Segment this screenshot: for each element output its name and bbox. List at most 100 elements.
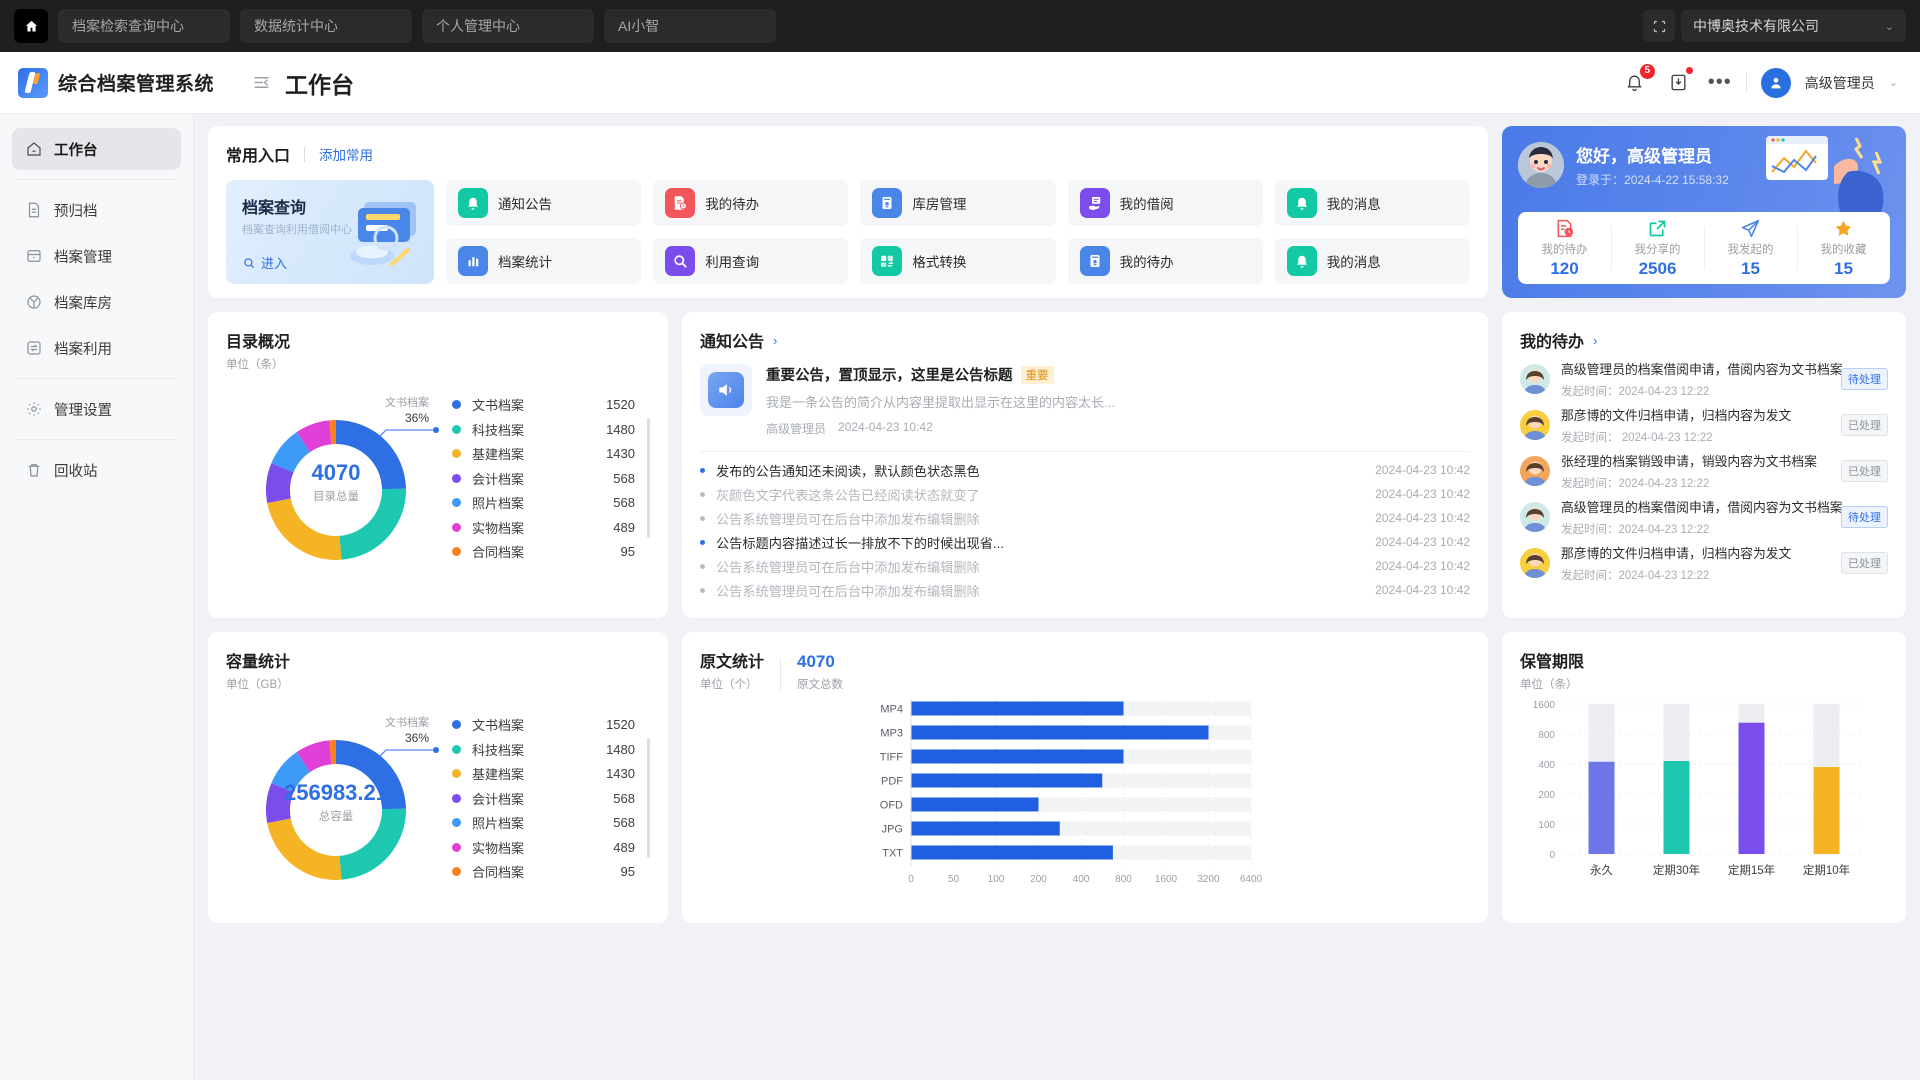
legend-row[interactable]: 照片档案 568: [452, 810, 635, 835]
todo-list-item[interactable]: 那彦博的文件归档申请，归档内容为发文 发起时间：2024-04-23 12:22…: [1520, 540, 1888, 586]
collapse-menu-icon[interactable]: [252, 73, 271, 92]
legend-row[interactable]: 会计档案 568: [452, 786, 635, 811]
legend-row[interactable]: 会计档案 568: [452, 466, 635, 491]
notice-featured[interactable]: 重要公告，置顶显示，这里是公告标题 重要 我是一条公告的简介从内容里提取出显示在…: [700, 364, 1470, 437]
notice-list-item[interactable]: 公告系统管理员可在后台中添加发布编辑删除 2024-04-23 10:42: [700, 578, 1470, 602]
tile-8[interactable]: 我的待办: [1067, 238, 1263, 284]
todo-list-item[interactable]: 高级管理员的档案借阅申请，借阅内容为文书档案 发起时间：2024-04-23 1…: [1520, 356, 1888, 402]
donut-slice[interactable]: [267, 818, 342, 880]
legend-value: 568: [613, 495, 635, 510]
donut-slice[interactable]: [339, 488, 406, 560]
stat-my-todo[interactable]: 我的待办 120: [1518, 212, 1611, 284]
todo-list-item[interactable]: 张经理的档案销毁申请，销毁内容为文书档案 发起时间：2024-04-23 12:…: [1520, 448, 1888, 494]
callout-label: 文书档案: [385, 395, 429, 409]
user-name[interactable]: 高级管理员: [1804, 74, 1875, 91]
bar[interactable]: [1813, 767, 1840, 854]
topbar-tab-archive-search[interactable]: 档案检索查询中心: [58, 9, 230, 43]
tile-3[interactable]: 我的借阅: [1067, 180, 1263, 226]
bar[interactable]: [911, 821, 1060, 836]
donut-slice[interactable]: [296, 740, 332, 772]
sidebar-item-settings[interactable]: 管理设置: [12, 388, 181, 430]
chevron-down-icon[interactable]: ⌄: [1888, 77, 1898, 89]
legend-row[interactable]: 文书档案 1520: [452, 392, 635, 417]
catalog-donut: 文书档案 36% 4070 目录总量: [226, 378, 446, 578]
todo-list-item[interactable]: 那彦博的文件归档申请，归档内容为发文 发起时间： 2024-04-23 12:2…: [1520, 402, 1888, 448]
bar[interactable]: [911, 773, 1103, 788]
notice-item-date: 2024-04-23 10:42: [1375, 487, 1470, 501]
scan-button[interactable]: [1643, 10, 1675, 42]
feature-tile-archive-search[interactable]: 档案查询 档案查询利用借阅中心 进入: [226, 180, 434, 284]
legend-row[interactable]: 合同档案 95: [452, 859, 635, 884]
donut-slice[interactable]: [271, 752, 311, 793]
topbar-tab-personal[interactable]: 个人管理中心: [422, 9, 594, 43]
sidebar-item-pre-archive[interactable]: 预归档: [12, 189, 181, 231]
brand[interactable]: 综合档案管理系统: [0, 67, 236, 98]
more-icon[interactable]: •••: [1707, 71, 1732, 93]
donut-slice[interactable]: [336, 740, 406, 810]
sidebar-item-archive-mgmt[interactable]: 档案管理: [12, 235, 181, 277]
add-shortcut-link[interactable]: 添加常用: [319, 148, 374, 163]
todo-list-item[interactable]: 高级管理员的档案借阅申请，借阅内容为文书档案 发起时间：2024-04-23 1…: [1520, 494, 1888, 540]
chevron-right-icon[interactable]: ›: [1593, 332, 1598, 348]
legend-row[interactable]: 基建档案 1430: [452, 761, 635, 786]
chevron-right-icon[interactable]: ›: [773, 332, 778, 348]
legend-row[interactable]: 合同档案 95: [452, 539, 635, 564]
capacity-legend-scrollbar[interactable]: [647, 738, 650, 858]
sidebar-item-recycle-bin[interactable]: 回收站: [12, 449, 181, 491]
notice-list-item[interactable]: 公告系统管理员可在后台中添加发布编辑删除 2024-04-23 10:42: [700, 506, 1470, 530]
sidebar-item-archive-use[interactable]: 档案利用: [12, 327, 181, 369]
donut-slice[interactable]: [266, 463, 294, 503]
bar[interactable]: [911, 845, 1113, 860]
tile-1[interactable]: 我的待办: [653, 180, 849, 226]
bar[interactable]: [911, 797, 1039, 812]
notice-list-item[interactable]: 发布的公告通知还未阅读，默认颜色状态黑色 2024-04-23 10:42: [700, 458, 1470, 482]
tile-4[interactable]: 我的消息: [1274, 180, 1470, 226]
donut-slice[interactable]: [339, 808, 406, 880]
legend-row[interactable]: 基建档案 1430: [452, 441, 635, 466]
stat-my-initiated[interactable]: 我发起的 15: [1704, 212, 1797, 284]
notice-list-item[interactable]: 公告标题内容描述过长一排放不下的时候出现省... 2024-04-23 10:4…: [700, 530, 1470, 554]
legend-row[interactable]: 文书档案 1520: [452, 712, 635, 737]
tile-6[interactable]: 利用查询: [653, 238, 849, 284]
legend-row[interactable]: 科技档案 1480: [452, 417, 635, 442]
catalog-legend-scrollbar[interactable]: [647, 418, 650, 538]
bar[interactable]: [1738, 722, 1765, 854]
legend-row[interactable]: 科技档案 1480: [452, 737, 635, 762]
sidebar-item-warehouse[interactable]: 档案库房: [12, 281, 181, 323]
tile-5[interactable]: 档案统计: [446, 238, 642, 284]
donut-slice[interactable]: [296, 420, 332, 452]
organization-select[interactable]: 中博奥技术有限公司 ⌄: [1681, 10, 1906, 42]
legend-row[interactable]: 照片档案 568: [452, 490, 635, 515]
title-divider: [304, 146, 306, 162]
tile-9[interactable]: 我的消息: [1274, 238, 1470, 284]
stat-my-shared[interactable]: 我分享的 2506: [1611, 212, 1704, 284]
avatar[interactable]: [1760, 67, 1791, 98]
bar[interactable]: [911, 749, 1124, 764]
tile-2[interactable]: 库房管理: [860, 180, 1056, 226]
donut-slice[interactable]: [329, 740, 336, 765]
notifications-button[interactable]: 5: [1620, 63, 1655, 98]
donut-slice[interactable]: [336, 420, 406, 490]
bar[interactable]: [911, 701, 1124, 716]
notice-list-item[interactable]: 灰颜色文字代表这条公告已经阅读状态就变了 2024-04-23 10:42: [700, 482, 1470, 506]
notice-list-item[interactable]: 公告系统管理员可在后台中添加发布编辑删除 2024-04-23 10:42: [700, 554, 1470, 578]
feature-tile-enter-button[interactable]: 进入: [242, 253, 287, 272]
donut-slice[interactable]: [267, 498, 342, 560]
bar[interactable]: [1588, 761, 1615, 854]
stat-my-favorites[interactable]: 我的收藏 15: [1797, 212, 1890, 284]
tile-7[interactable]: 格式转换: [860, 238, 1056, 284]
donut-slice[interactable]: [271, 432, 311, 473]
tile-0[interactable]: 通知公告: [446, 180, 642, 226]
home-button[interactable]: [14, 9, 48, 43]
donut-slice[interactable]: [329, 420, 336, 445]
legend-row[interactable]: 实物档案 489: [452, 835, 635, 860]
bar[interactable]: [1663, 761, 1690, 854]
legend-row[interactable]: 实物档案 489: [452, 515, 635, 540]
downloads-button[interactable]: [1664, 66, 1694, 98]
bar[interactable]: [911, 725, 1209, 740]
retention-title: 保管期限: [1520, 654, 1585, 671]
sidebar-item-workbench[interactable]: 工作台: [12, 128, 181, 170]
topbar-tab-ai-assistant[interactable]: AI小智: [604, 9, 776, 43]
donut-slice[interactable]: [266, 783, 294, 823]
topbar-tab-data-stats[interactable]: 数据统计中心: [240, 9, 412, 43]
